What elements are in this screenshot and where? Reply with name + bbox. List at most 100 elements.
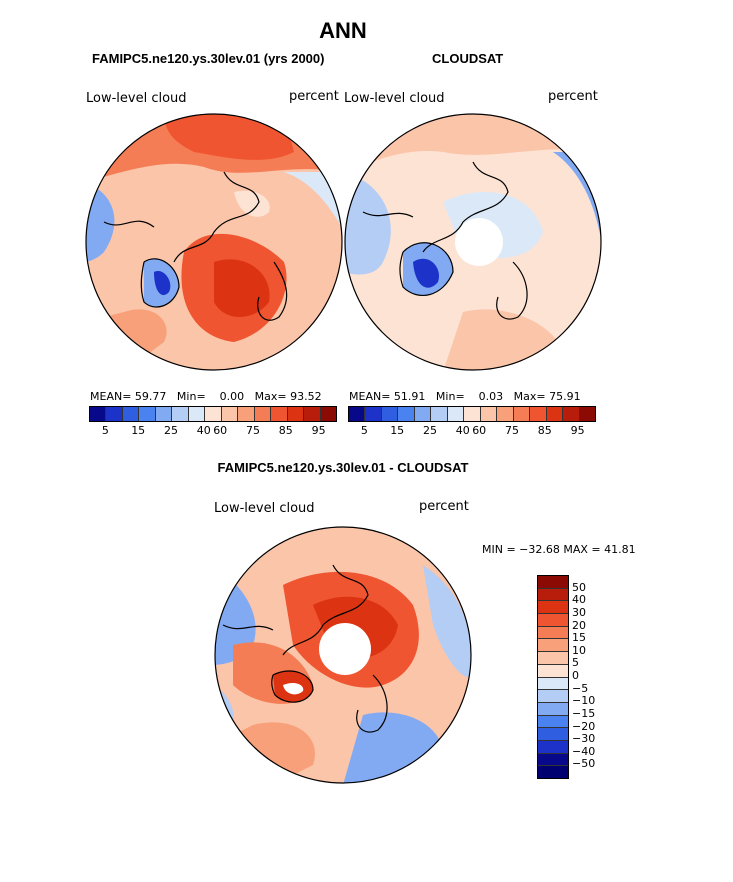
colorbar-swatch: [538, 588, 568, 602]
panel2-map: [344, 113, 602, 371]
colorbar-swatch: [538, 614, 568, 627]
panel1-colorbar: [89, 406, 337, 422]
colorbar-tick-label: 40: [455, 424, 470, 437]
colorbar-tick-label: 40: [572, 593, 586, 607]
colorbar-swatch: [538, 664, 568, 678]
colorbar-swatch: [538, 728, 568, 741]
panel1-model-title: FAMIPC5.ne120.ys.30lev.01 (yrs 2000): [92, 51, 325, 66]
panel2-units: percent: [548, 89, 598, 104]
colorbar-swatch: [579, 407, 596, 421]
colorbar-swatch: [205, 407, 222, 421]
colorbar-tick-label: 15: [390, 424, 405, 437]
colorbar-swatch: [563, 407, 580, 421]
colorbar-swatch: [538, 677, 568, 691]
colorbar-tick-label: 5: [572, 656, 579, 670]
colorbar-tick-label: 60: [213, 424, 228, 437]
colorbar-tick-label: 30: [572, 605, 586, 619]
colorbar-tick-label: −20: [572, 719, 596, 733]
colorbar-tick-label: −30: [572, 732, 596, 746]
colorbar-swatch: [538, 576, 568, 589]
panel2-title: CLOUDSAT: [432, 51, 504, 66]
colorbar-swatch: [513, 407, 531, 421]
colorbar-swatch: [254, 407, 272, 421]
colorbar-tick-label: 15: [572, 631, 586, 645]
colorbar-swatch: [538, 652, 568, 665]
colorbar-swatch: [221, 407, 239, 421]
panel2-var-label: Low-level cloud: [344, 91, 445, 106]
colorbar-tick-label: 75: [505, 424, 519, 437]
colorbar-tick-label: 10: [572, 643, 586, 657]
colorbar-tick-label: −5: [572, 681, 589, 695]
colorbar-tick-label: 20: [572, 618, 586, 632]
colorbar-swatch: [188, 407, 206, 421]
diff-title: FAMIPC5.ne120.ys.30lev.01 - CLOUDSAT: [217, 460, 469, 475]
colorbar-tick-label: 85: [537, 424, 552, 437]
colorbar-swatch: [287, 407, 305, 421]
diff-var-label: Low-level cloud: [214, 501, 315, 516]
colorbar-tick-label: −50: [572, 757, 596, 771]
panel1-max-label: Max=: [254, 390, 287, 403]
panel1-mean-value: 59.77: [134, 390, 167, 403]
colorbar-swatch: [538, 740, 568, 754]
panel2-max-label: Max=: [513, 390, 546, 403]
colorbar-tick-label: 15: [131, 424, 146, 437]
colorbar-tick-label: −10: [572, 694, 596, 708]
colorbar-swatch: [122, 407, 140, 421]
colorbar-swatch: [414, 407, 432, 421]
colorbar-swatch: [538, 639, 568, 653]
panel1-units: percent: [289, 89, 339, 104]
colorbar-swatch: [365, 407, 382, 421]
diff-colorbar: [537, 575, 569, 779]
colorbar-swatch: [538, 690, 568, 703]
colorbar-tick-label: 5: [101, 424, 109, 437]
colorbar-swatch: [538, 626, 568, 640]
colorbar-swatch: [320, 407, 337, 421]
colorbar-swatch: [497, 407, 514, 421]
colorbar-swatch: [538, 753, 568, 767]
colorbar-swatch: [90, 407, 107, 421]
colorbar-tick-label: 25: [164, 424, 178, 437]
colorbar-tick-label: −15: [572, 706, 596, 720]
colorbar-tick-label: 40: [196, 424, 211, 437]
colorbar-tick-label: 25: [423, 424, 437, 437]
panel1-max-value: 93.52: [290, 390, 322, 403]
colorbar-tick-label: 0: [572, 669, 579, 682]
colorbar-tick-label: 85: [278, 424, 293, 437]
panel2-colorbar: [348, 406, 596, 422]
diff-minmax: MIN = −32.68 MAX = 41.81: [482, 543, 636, 556]
colorbar-tick-label: 5: [360, 424, 368, 437]
panel2-max-value: 75.91: [549, 390, 581, 403]
panel2-min-value: 0.03: [478, 390, 504, 403]
colorbar-swatch: [381, 407, 399, 421]
panel1-mean-label: MEAN=: [90, 390, 132, 403]
colorbar-swatch: [304, 407, 321, 421]
panel2-min-label: Min=: [435, 390, 465, 403]
colorbar-tick-label: 75: [246, 424, 260, 437]
colorbar-swatch: [155, 407, 173, 421]
colorbar-tick-label: 60: [472, 424, 487, 437]
colorbar-swatch: [172, 407, 189, 421]
panel2-stats: MEAN= 51.91 Min= 0.03 Max= 75.91: [349, 390, 581, 403]
colorbar-swatch: [464, 407, 481, 421]
colorbar-swatch: [538, 766, 568, 778]
panel2-mean-label: MEAN=: [349, 390, 391, 403]
colorbar-swatch: [538, 702, 568, 716]
colorbar-tick-label: 95: [311, 424, 326, 437]
colorbar-swatch: [431, 407, 448, 421]
colorbar-swatch: [238, 407, 255, 421]
colorbar-swatch: [538, 715, 568, 729]
diff-map: [214, 526, 472, 784]
panel1-var-label: Low-level cloud: [86, 91, 187, 106]
panel1-min-label: Min=: [176, 390, 206, 403]
panel1-map: [85, 113, 343, 371]
colorbar-swatch: [546, 407, 564, 421]
colorbar-swatch: [139, 407, 156, 421]
colorbar-swatch: [530, 407, 547, 421]
colorbar-tick-label: 50: [572, 580, 586, 594]
colorbar-swatch: [480, 407, 498, 421]
colorbar-swatch: [447, 407, 465, 421]
page-title: ANN: [319, 18, 367, 43]
diff-units: percent: [419, 499, 469, 514]
colorbar-swatch: [398, 407, 415, 421]
colorbar-tick-label: −40: [572, 744, 596, 758]
